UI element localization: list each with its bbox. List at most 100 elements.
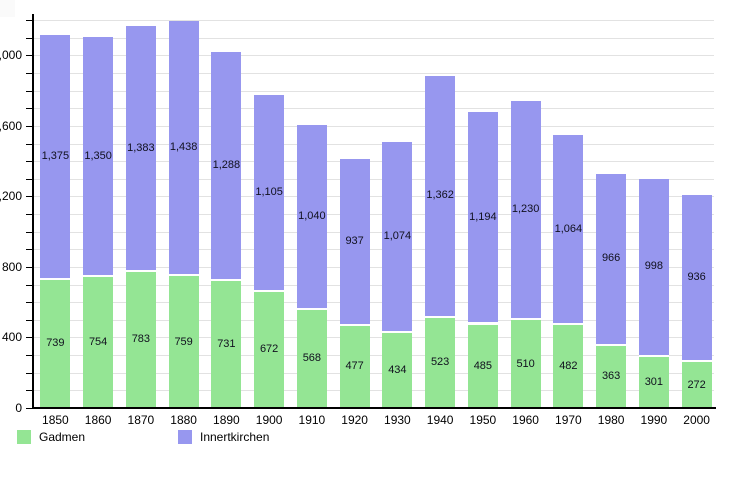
gridline-500	[34, 319, 714, 321]
y-tick-1100	[26, 214, 32, 216]
value-label-innertkirchen-2000: 936	[687, 271, 706, 284]
bar-1930-gadmen: 434	[382, 331, 413, 408]
y-tick-label-800: 800	[1, 259, 22, 274]
value-label-innertkirchen-1940: 1,362	[426, 189, 454, 202]
gridline-700	[34, 284, 714, 286]
x-tick-label-1850: 1850	[42, 413, 69, 427]
bar-1900-gadmen: 672	[254, 289, 285, 408]
y-tick-0	[26, 408, 32, 409]
value-label-gadmen-2000: 272	[687, 378, 706, 391]
value-label-innertkirchen-1990: 998	[644, 260, 664, 273]
value-label-innertkirchen-1910: 1,040	[298, 209, 326, 222]
value-label-gadmen-1970: 482	[559, 360, 578, 372]
bar-1920-gadmen: 477	[339, 323, 370, 408]
bar-1880-innertkirchen: 1,438	[168, 20, 199, 275]
gridline-100	[34, 390, 714, 392]
bar-2000-innertkirchen: 936	[681, 195, 712, 361]
value-label-gadmen-1940: 523	[430, 356, 450, 369]
x-tick-label-1920: 1920	[341, 413, 368, 427]
innertkirchen-swatch-icon	[178, 430, 192, 444]
bar-1910-gadmen: 568	[296, 307, 327, 408]
y-tick-1700	[26, 108, 32, 110]
bar-1980-gadmen: 363	[596, 344, 627, 408]
y-tick-300	[26, 355, 32, 357]
bar-1940-gadmen: 523	[425, 315, 456, 408]
x-tick-label-1940: 1940	[426, 413, 454, 427]
value-label-gadmen-1990: 301	[644, 375, 664, 388]
bar-1870-innertkirchen: 1,383	[125, 26, 156, 270]
gridline-2200	[34, 20, 714, 22]
y-tick-600	[26, 302, 32, 304]
value-label-innertkirchen-1920: 937	[345, 234, 364, 247]
y-tick-1300	[26, 178, 32, 180]
value-label-gadmen-1870: 783	[131, 333, 151, 346]
bar-1900-innertkirchen: 1,105	[254, 94, 285, 290]
gridline-800	[34, 266, 714, 268]
value-label-innertkirchen-1870: 1,383	[127, 141, 155, 154]
x-tick-label-1970: 1970	[555, 413, 582, 427]
gridline-1200	[34, 196, 714, 198]
value-label-innertkirchen-1950: 1,194	[469, 210, 497, 223]
y-tick-label-2000: 2,000	[0, 48, 23, 63]
y-tick-700	[26, 284, 32, 286]
gridline-1300	[34, 178, 714, 180]
gridline-2100	[34, 37, 714, 39]
value-label-gadmen-1850: 739	[46, 337, 65, 350]
gridline-200	[34, 372, 714, 374]
bar-1950-gadmen: 485	[467, 322, 498, 408]
gridline-900	[34, 249, 714, 251]
gridline-1800	[34, 90, 714, 92]
y-tick-1600	[26, 125, 32, 127]
value-label-gadmen-1980: 363	[601, 370, 621, 383]
y-tick-2200	[26, 20, 32, 22]
legend-item-innertkirchen: Innertkirchen	[178, 430, 269, 444]
y-tick-400	[26, 337, 32, 339]
value-label-innertkirchen-1960: 1,230	[511, 203, 540, 216]
value-label-innertkirchen-1890: 1,288	[212, 159, 241, 172]
bar-1870-gadmen: 783	[125, 269, 156, 408]
y-tick-2000	[26, 55, 32, 57]
gridline-1700	[34, 108, 714, 110]
x-tick-label-1980: 1980	[597, 413, 625, 427]
y-tick-800	[26, 266, 32, 268]
value-label-innertkirchen-1980: 966	[601, 252, 621, 265]
value-label-gadmen-1880: 759	[174, 335, 193, 348]
gridline-600	[34, 302, 714, 304]
bar-2000-gadmen: 272	[681, 360, 712, 408]
x-tick-label-1890: 1890	[213, 413, 240, 427]
bar-1910-innertkirchen: 1,040	[296, 124, 327, 308]
value-label-innertkirchen-1850: 1,375	[41, 150, 70, 163]
gridline-1100	[34, 214, 714, 216]
bar-1920-innertkirchen: 937	[339, 158, 370, 324]
value-label-gadmen-1900: 672	[259, 343, 279, 356]
bar-1940-innertkirchen: 1,362	[425, 75, 456, 316]
bar-1950-innertkirchen: 1,194	[467, 112, 498, 323]
bar-1960-innertkirchen: 1,230	[510, 101, 541, 319]
y-tick-100	[26, 390, 32, 392]
x-tick-label-1950: 1950	[469, 413, 497, 427]
bar-1890-gadmen: 731	[211, 279, 242, 408]
value-label-innertkirchen-1880: 1,438	[169, 140, 198, 153]
bar-1890-innertkirchen: 1,288	[211, 52, 242, 280]
value-label-innertkirchen-1930: 1,074	[383, 230, 412, 243]
bar-1970-innertkirchen: 1,064	[553, 135, 584, 324]
y-tick-label-0: 0	[15, 401, 22, 415]
x-tick-label-1910: 1910	[298, 413, 326, 427]
gridline-2000	[34, 55, 714, 57]
value-label-gadmen-1930: 434	[388, 364, 407, 377]
bar-1980-innertkirchen: 966	[596, 173, 627, 344]
y-tick-label-1600: 1,600	[0, 118, 23, 133]
y-tick-500	[26, 319, 32, 321]
y-tick-1000	[26, 231, 32, 233]
value-label-innertkirchen-1860: 1,350	[84, 149, 112, 162]
bar-1860-innertkirchen: 1,350	[83, 37, 114, 276]
gridline-300	[34, 355, 714, 357]
gridline-1400	[34, 161, 714, 163]
y-tick-label-400: 400	[1, 330, 22, 345]
bar-1880-gadmen: 759	[168, 274, 199, 408]
x-tick-label-2000: 2000	[683, 413, 710, 427]
value-label-innertkirchen-1970: 1,064	[554, 222, 583, 235]
y-tick-1400	[26, 161, 32, 163]
x-tick-label-1930: 1930	[384, 413, 411, 427]
x-axis-line	[32, 407, 716, 409]
